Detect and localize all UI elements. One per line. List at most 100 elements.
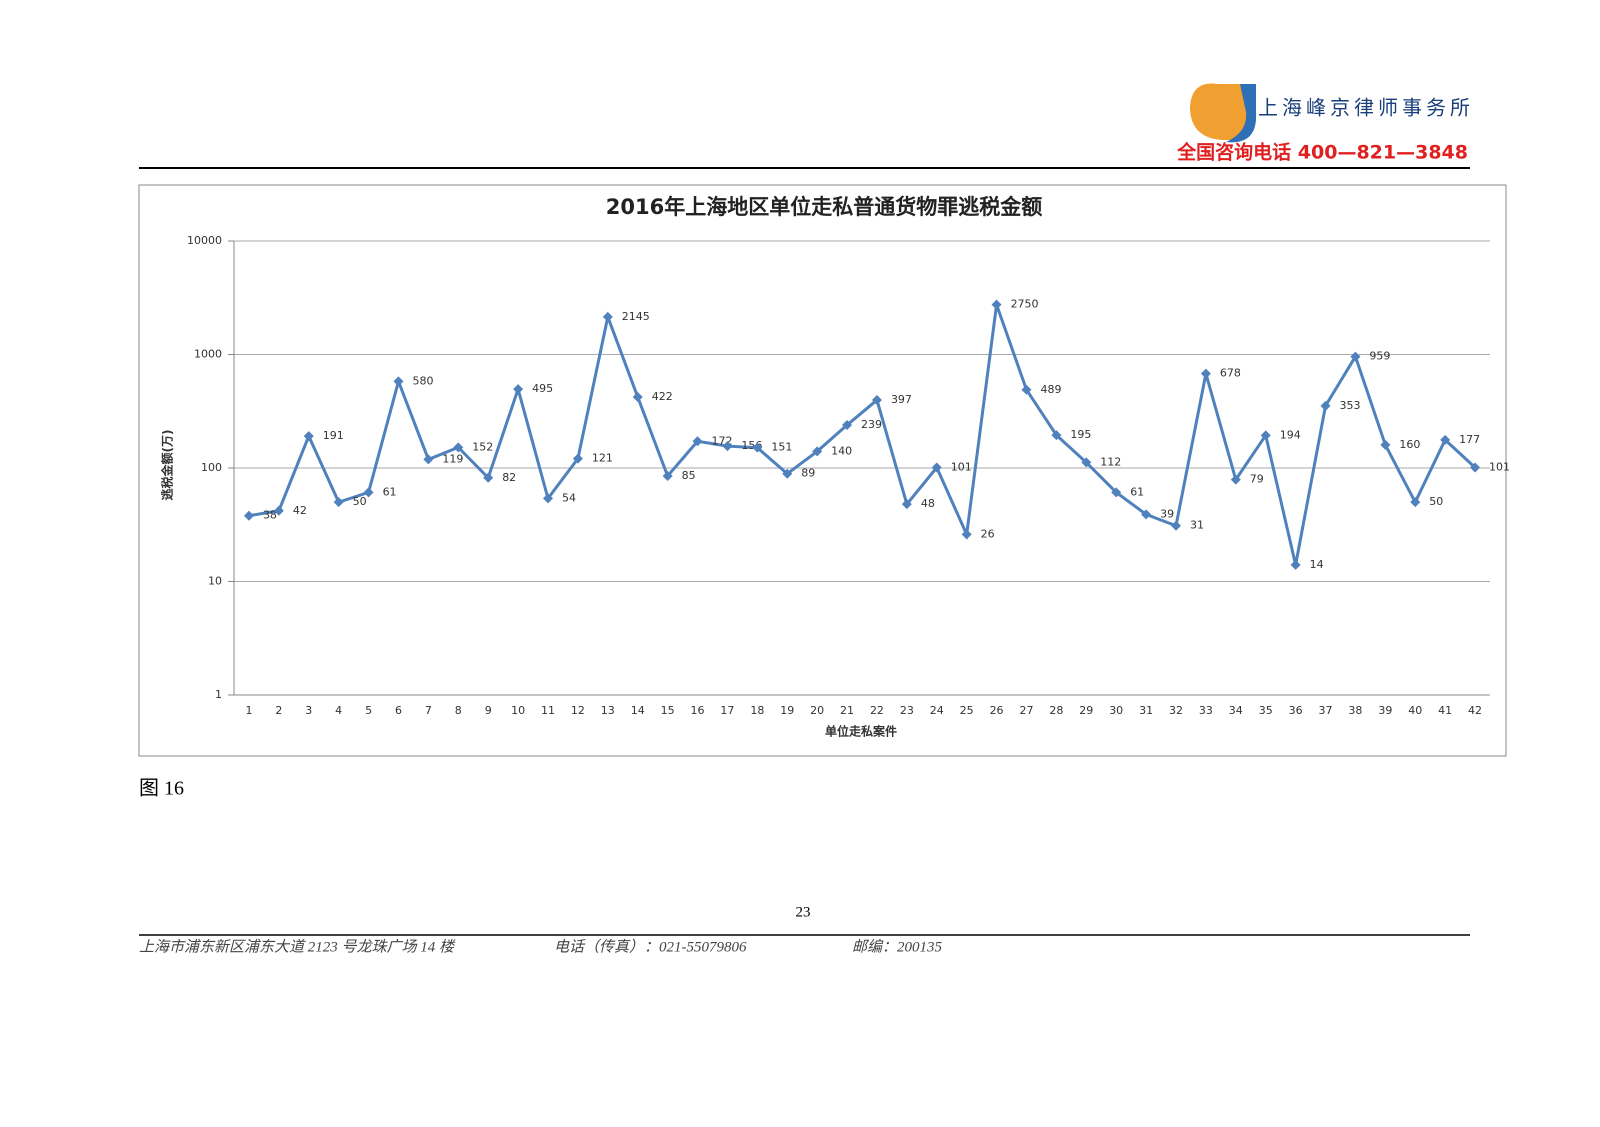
data-label: 79 bbox=[1250, 473, 1264, 486]
data-label: 140 bbox=[831, 444, 852, 457]
x-tick-label: 21 bbox=[840, 704, 854, 717]
x-tick-label: 11 bbox=[541, 704, 555, 717]
x-tick-label: 25 bbox=[960, 704, 974, 717]
x-tick-label: 9 bbox=[485, 704, 492, 717]
point-marker bbox=[602, 311, 613, 322]
x-tick-label: 32 bbox=[1169, 704, 1183, 717]
data-label: 2750 bbox=[1011, 298, 1039, 311]
point-marker bbox=[1141, 509, 1152, 520]
data-label: 580 bbox=[412, 374, 433, 387]
point-marker bbox=[692, 436, 703, 447]
data-label: 48 bbox=[921, 497, 935, 510]
point-marker bbox=[1350, 351, 1361, 362]
point-marker bbox=[1440, 434, 1451, 445]
point-marker bbox=[513, 384, 524, 395]
x-tick-label: 3 bbox=[305, 704, 312, 717]
x-tick-label: 13 bbox=[601, 704, 615, 717]
data-label: 160 bbox=[1399, 438, 1420, 451]
data-label: 50 bbox=[353, 495, 367, 508]
data-label: 177 bbox=[1459, 433, 1480, 446]
x-tick-label: 29 bbox=[1079, 704, 1093, 717]
point-marker bbox=[273, 505, 284, 516]
caption: 图 16 bbox=[139, 778, 184, 800]
data-label: 191 bbox=[323, 429, 344, 442]
firm-name: 上海峰京律师事务所 bbox=[1258, 97, 1474, 120]
point-marker bbox=[1380, 439, 1391, 450]
data-label: 194 bbox=[1280, 428, 1301, 441]
logo bbox=[1190, 83, 1256, 143]
point-marker bbox=[1290, 559, 1301, 570]
data-label: 54 bbox=[562, 491, 576, 504]
data-label: 422 bbox=[652, 390, 673, 403]
point-marker bbox=[931, 462, 942, 473]
data-label: 50 bbox=[1429, 495, 1443, 508]
data-label: 489 bbox=[1040, 383, 1061, 396]
point-marker bbox=[871, 395, 882, 406]
data-label: 82 bbox=[502, 471, 516, 484]
data-label: 119 bbox=[442, 452, 463, 465]
x-tick-label: 30 bbox=[1109, 704, 1123, 717]
data-label: 397 bbox=[891, 393, 912, 406]
x-tick-label: 28 bbox=[1049, 704, 1063, 717]
point-marker bbox=[961, 529, 972, 540]
x-tick-label: 34 bbox=[1229, 704, 1243, 717]
point-marker bbox=[1111, 487, 1122, 498]
x-tick-label: 42 bbox=[1468, 704, 1482, 717]
y-tick-label: 10 bbox=[208, 575, 222, 588]
point-marker bbox=[1171, 520, 1181, 531]
data-label: 39 bbox=[1160, 507, 1174, 520]
x-tick-label: 38 bbox=[1348, 704, 1362, 717]
data-label: 101 bbox=[951, 461, 972, 474]
x-tick-label: 14 bbox=[631, 704, 645, 717]
x-tick-label: 37 bbox=[1319, 704, 1333, 717]
point-marker bbox=[991, 299, 1002, 310]
point-marker bbox=[423, 454, 434, 465]
x-tick-label: 24 bbox=[930, 704, 944, 717]
data-label: 121 bbox=[592, 452, 613, 465]
series-line bbox=[248, 304, 1477, 566]
page-number: 23 bbox=[796, 904, 811, 920]
point-marker bbox=[752, 442, 763, 453]
x-tick-label: 1 bbox=[245, 704, 252, 717]
data-label: 26 bbox=[981, 527, 995, 540]
data-label: 239 bbox=[861, 418, 882, 431]
point-marker bbox=[1230, 474, 1241, 485]
point-marker bbox=[1200, 368, 1211, 379]
point-marker bbox=[572, 453, 583, 464]
point-marker bbox=[543, 493, 553, 504]
x-tick-label: 6 bbox=[395, 704, 402, 717]
x-tick-label: 36 bbox=[1289, 704, 1303, 717]
footer-phone: 电话（传真）：021-55079806 bbox=[554, 938, 747, 955]
x-tick-label: 27 bbox=[1019, 704, 1033, 717]
point-marker bbox=[1021, 384, 1032, 395]
data-label: 89 bbox=[801, 467, 815, 480]
chart-title: 2016年上海地区单位走私普通货物罪逃税金额 bbox=[606, 195, 1042, 219]
point-marker bbox=[662, 471, 673, 482]
point-marker bbox=[393, 376, 404, 387]
y-tick-label: 10000 bbox=[187, 234, 222, 247]
x-tick-label: 16 bbox=[691, 704, 705, 717]
footer-address: 上海市浦东新区浦东大道 2123 号龙珠广场 14 楼 bbox=[139, 938, 456, 955]
data-label: 678 bbox=[1220, 367, 1241, 380]
data-label: 353 bbox=[1340, 399, 1361, 412]
point-marker bbox=[1260, 430, 1271, 441]
x-tick-label: 5 bbox=[365, 704, 372, 717]
x-tick-label: 35 bbox=[1259, 704, 1273, 717]
point-marker bbox=[363, 487, 374, 498]
x-tick-label: 26 bbox=[990, 704, 1004, 717]
x-tick-label: 10 bbox=[511, 704, 525, 717]
data-label: 152 bbox=[472, 440, 493, 453]
point-marker bbox=[632, 392, 643, 403]
x-tick-label: 20 bbox=[810, 704, 824, 717]
data-label: 112 bbox=[1100, 455, 1121, 468]
point-marker bbox=[1410, 497, 1421, 508]
x-tick-label: 41 bbox=[1438, 704, 1452, 717]
data-label: 61 bbox=[1130, 485, 1144, 498]
x-tick-label: 31 bbox=[1139, 704, 1153, 717]
point-marker bbox=[901, 499, 912, 510]
point-marker bbox=[812, 446, 823, 457]
data-label: 61 bbox=[383, 485, 397, 498]
x-tick-label: 17 bbox=[720, 704, 734, 717]
x-axis-label: 单位走私案件 bbox=[825, 724, 897, 739]
